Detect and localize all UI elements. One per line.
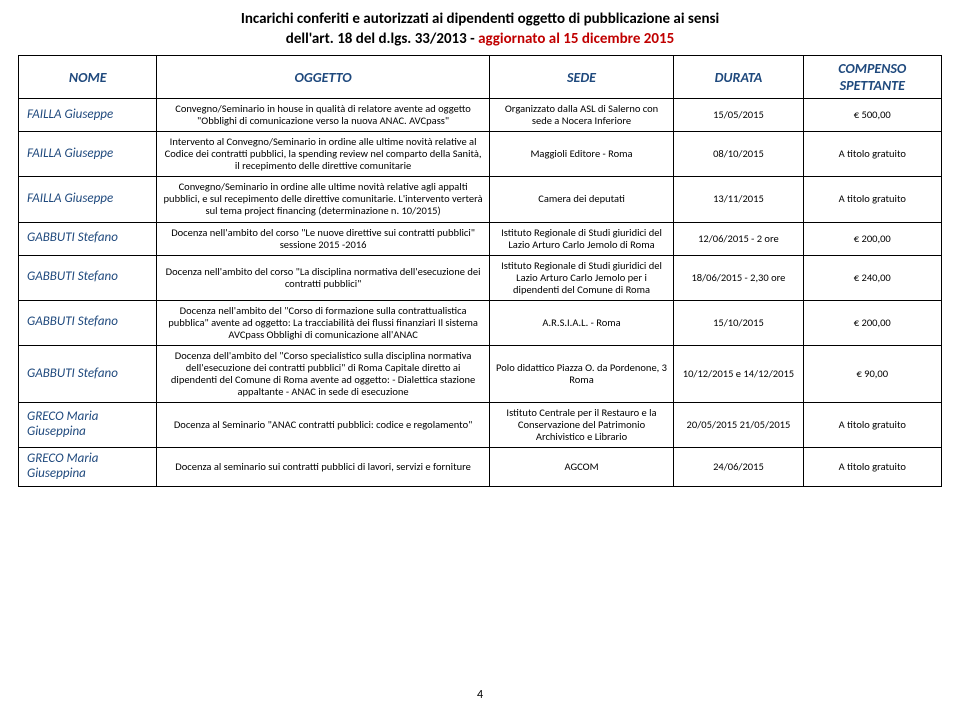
title-line2-red: aggiornato al 15 dicembre 2015 (478, 30, 674, 48)
cell-nome: FAILLA Giuseppe (19, 177, 157, 222)
cell-nome: GABBUTI Stefano (19, 255, 157, 300)
cell-compenso: A titolo gratuito (803, 448, 941, 487)
header-oggetto: OGGETTO (157, 56, 489, 99)
title-line1: Incarichi conferiti e autorizzati ai dip… (241, 10, 719, 28)
title-line2-black: dell'art. 18 del d.lgs. 33/2013 - (286, 30, 478, 48)
cell-durata: 15/05/2015 (674, 99, 803, 132)
cell-compenso: A titolo gratuito (803, 177, 941, 222)
table-row: GRECO Maria Giuseppina Docenza al semina… (19, 448, 942, 487)
cell-nome: FAILLA Giuseppe (19, 99, 157, 132)
cell-durata: 18/06/2015 - 2,30 ore (674, 255, 803, 300)
cell-sede: Polo didattico Piazza O. da Pordenone, 3… (489, 346, 674, 403)
header-nome: NOME (19, 56, 157, 99)
page-number: 4 (0, 688, 960, 702)
header-compenso: COMPENSO SPETTANTE (803, 56, 941, 99)
cell-sede: Istituto Regionale di Studi giuridici de… (489, 255, 674, 300)
cell-oggetto: Docenza dell'ambito del "Corso specialis… (157, 346, 489, 403)
header-sede: SEDE (489, 56, 674, 99)
cell-oggetto: Convegno/Seminario in ordine alle ultime… (157, 177, 489, 222)
cell-durata: 13/11/2015 (674, 177, 803, 222)
table-row: GABBUTI Stefano Docenza dell'ambito del … (19, 346, 942, 403)
cell-nome: GRECO Maria Giuseppina (19, 448, 157, 487)
table-row: GABBUTI Stefano Docenza nell'ambito del … (19, 222, 942, 255)
header-durata: DURATA (674, 56, 803, 99)
cell-oggetto: Docenza al Seminario "ANAC contratti pub… (157, 403, 489, 448)
cell-nome: GABBUTI Stefano (19, 346, 157, 403)
cell-durata: 10/12/2015 e 14/12/2015 (674, 346, 803, 403)
table-header-row: NOME OGGETTO SEDE DURATA COMPENSO SPETTA… (19, 56, 942, 99)
cell-nome: FAILLA Giuseppe (19, 132, 157, 177)
cell-nome: GABBUTI Stefano (19, 222, 157, 255)
cell-sede: Organizzato dalla ASL di Salerno con sed… (489, 99, 674, 132)
cell-oggetto: Docenza nell'ambito del corso "La discip… (157, 255, 489, 300)
cell-sede: Istituto Centrale per il Restauro e la C… (489, 403, 674, 448)
cell-durata: 24/06/2015 (674, 448, 803, 487)
cell-durata: 20/05/2015 21/05/2015 (674, 403, 803, 448)
cell-compenso: A titolo gratuito (803, 132, 941, 177)
table-body: FAILLA Giuseppe Convegno/Seminario in ho… (19, 99, 942, 487)
cell-oggetto: Docenza al seminario sui contratti pubbl… (157, 448, 489, 487)
table-row: GABBUTI Stefano Docenza nell'ambito del … (19, 300, 942, 345)
table-row: GRECO Maria Giuseppina Docenza al Semina… (19, 403, 942, 448)
cell-nome: GRECO Maria Giuseppina (19, 403, 157, 448)
cell-nome: GABBUTI Stefano (19, 300, 157, 345)
table-row: FAILLA Giuseppe Convegno/Seminario in or… (19, 177, 942, 222)
cell-oggetto: Docenza nell'ambito del corso "Le nuove … (157, 222, 489, 255)
cell-sede: Istituto Regionale di Studi giuridici de… (489, 222, 674, 255)
cell-compenso: € 240,00 (803, 255, 941, 300)
cell-sede: Camera dei deputati (489, 177, 674, 222)
cell-oggetto: Convegno/Seminario in house in qualità d… (157, 99, 489, 132)
cell-compenso: € 500,00 (803, 99, 941, 132)
table-row: FAILLA Giuseppe Convegno/Seminario in ho… (19, 99, 942, 132)
cell-sede: Maggioli Editore - Roma (489, 132, 674, 177)
cell-durata: 15/10/2015 (674, 300, 803, 345)
appointments-table: NOME OGGETTO SEDE DURATA COMPENSO SPETTA… (18, 55, 942, 487)
table-row: FAILLA Giuseppe Intervento al Convegno/S… (19, 132, 942, 177)
cell-compenso: € 90,00 (803, 346, 941, 403)
cell-durata: 08/10/2015 (674, 132, 803, 177)
document-title: Incarichi conferiti e autorizzati ai dip… (18, 10, 942, 49)
cell-oggetto: Docenza nell'ambito del "Corso di formaz… (157, 300, 489, 345)
table-row: GABBUTI Stefano Docenza nell'ambito del … (19, 255, 942, 300)
cell-sede: A.R.S.I.A.L. - Roma (489, 300, 674, 345)
cell-compenso: A titolo gratuito (803, 403, 941, 448)
cell-sede: AGCOM (489, 448, 674, 487)
cell-durata: 12/06/2015 - 2 ore (674, 222, 803, 255)
cell-compenso: € 200,00 (803, 222, 941, 255)
cell-oggetto: Intervento al Convegno/Seminario in ordi… (157, 132, 489, 177)
cell-compenso: € 200,00 (803, 300, 941, 345)
